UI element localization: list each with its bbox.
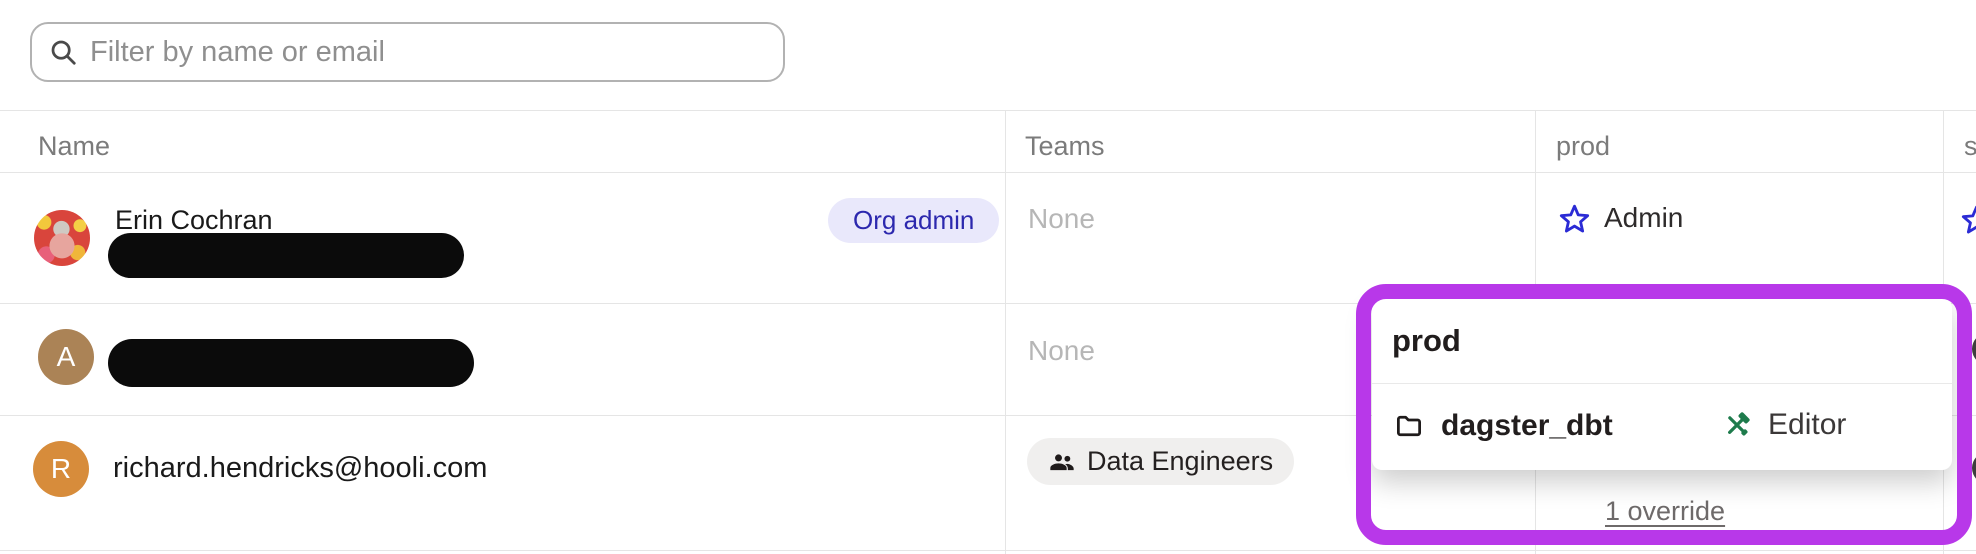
user-name: Erin Cochran [115, 205, 273, 235]
column-header-name: Name [38, 131, 111, 161]
redacted-email-bar [108, 233, 464, 278]
org-admin-badge: Org admin [828, 198, 1000, 243]
filter-input-box[interactable] [30, 22, 785, 82]
popover-role-label: Editor [1768, 408, 1847, 441]
row-divider [0, 303, 1976, 304]
user-email: richard.hendricks@hooli.com [113, 452, 488, 484]
partial-circle-icon [1972, 333, 1976, 365]
row-divider [0, 415, 1976, 416]
avatar: R [33, 441, 89, 497]
star-icon [1961, 204, 1976, 235]
prod-role-cell[interactable]: Admin [1559, 202, 1683, 234]
role-label: Admin [1604, 202, 1684, 233]
group-icon [1048, 448, 1076, 476]
team-badge: Data Engineers [1027, 438, 1295, 485]
location-name: dagster_dbt [1441, 409, 1613, 442]
avatar [34, 210, 90, 266]
filter-input[interactable] [90, 35, 767, 69]
teams-cell-none: None [1028, 335, 1095, 366]
override-link[interactable]: 1 override [1605, 496, 1726, 526]
column-header-teams: Teams [1025, 131, 1105, 161]
folder-icon [1394, 411, 1424, 441]
search-icon [48, 37, 78, 67]
popover-role: Editor [1721, 408, 1846, 442]
table-top-border [0, 110, 1976, 111]
column-header-clipped: s [1964, 131, 1976, 161]
avatar: A [38, 329, 94, 385]
column-divider [1005, 110, 1006, 554]
redacted-name-bar [108, 339, 474, 387]
row-divider [0, 550, 1976, 551]
column-header-prod: prod [1556, 131, 1611, 161]
teams-cell-none: None [1028, 203, 1095, 234]
handyman-icon [1721, 409, 1753, 441]
role-popover: prod dagster_dbt [1372, 298, 1952, 470]
clipped-role-cell [1961, 204, 1976, 235]
partial-circle-icon [1972, 452, 1976, 484]
header-bottom-border [0, 172, 1976, 173]
team-badge-label: Data Engineers [1087, 446, 1274, 476]
star-icon [1559, 203, 1590, 234]
popover-location: dagster_dbt [1394, 409, 1613, 443]
popover-divider [1372, 383, 1952, 384]
popover-title: prod [1392, 323, 1461, 358]
